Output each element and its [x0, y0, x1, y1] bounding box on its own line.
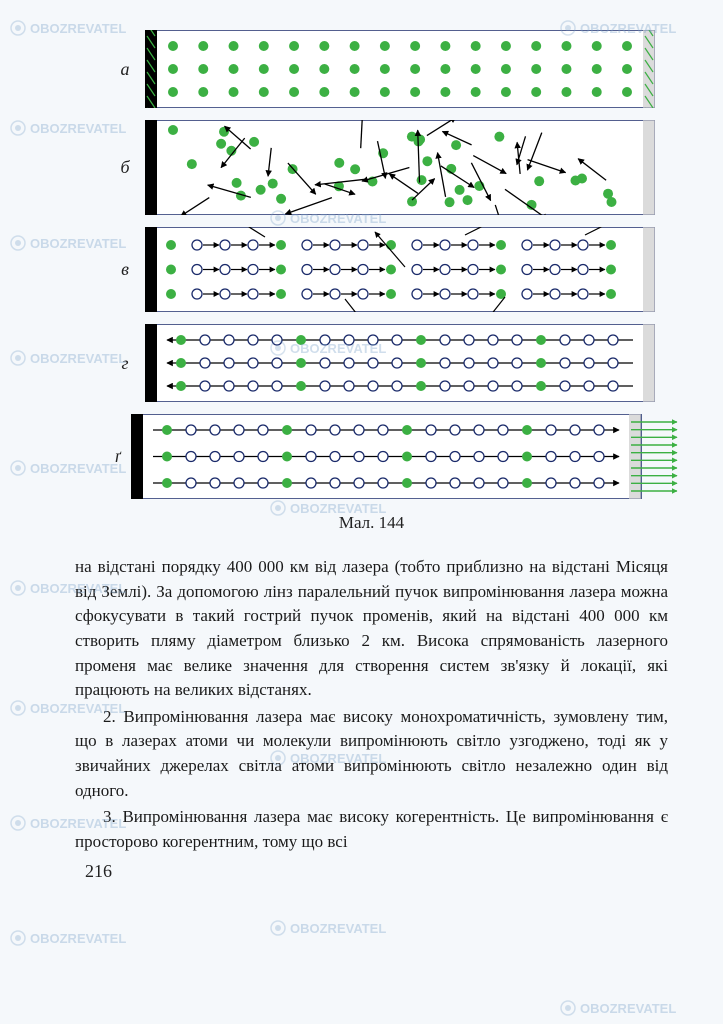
figure-144: а б в г ґ [115, 30, 668, 499]
page-number: 216 [85, 861, 668, 882]
diagram-row-а: а [115, 30, 668, 108]
diagram-label: г [115, 353, 135, 374]
diagram-row-в: в [115, 227, 668, 312]
body-text: на відстані порядку 400 000 км від лазер… [75, 555, 668, 855]
diagram-label: а [115, 59, 135, 80]
textbook-page: а б в г ґ Мал. 144 на відстані порядку 400 0… [0, 0, 723, 1024]
diagram-label: в [115, 259, 135, 280]
diagram-box [145, 227, 655, 312]
diagram-row-ґ: ґ [115, 414, 668, 499]
paragraph-1: на відстані порядку 400 000 км від лазер… [75, 555, 668, 703]
diagram-label: ґ [115, 446, 121, 467]
diagram-box [145, 120, 655, 215]
paragraph-2: 2. Випромінювання лазера має високу моно… [75, 705, 668, 804]
figure-caption: Мал. 144 [75, 513, 668, 533]
diagram-label: б [115, 157, 135, 178]
diagram-row-б: б [115, 120, 668, 215]
diagram-row-г: г [115, 324, 668, 402]
diagram-box [131, 414, 681, 499]
diagram-box [145, 324, 655, 402]
diagram-box [145, 30, 655, 108]
paragraph-3: 3. Випромінювання лазера має високу коге… [75, 805, 668, 854]
